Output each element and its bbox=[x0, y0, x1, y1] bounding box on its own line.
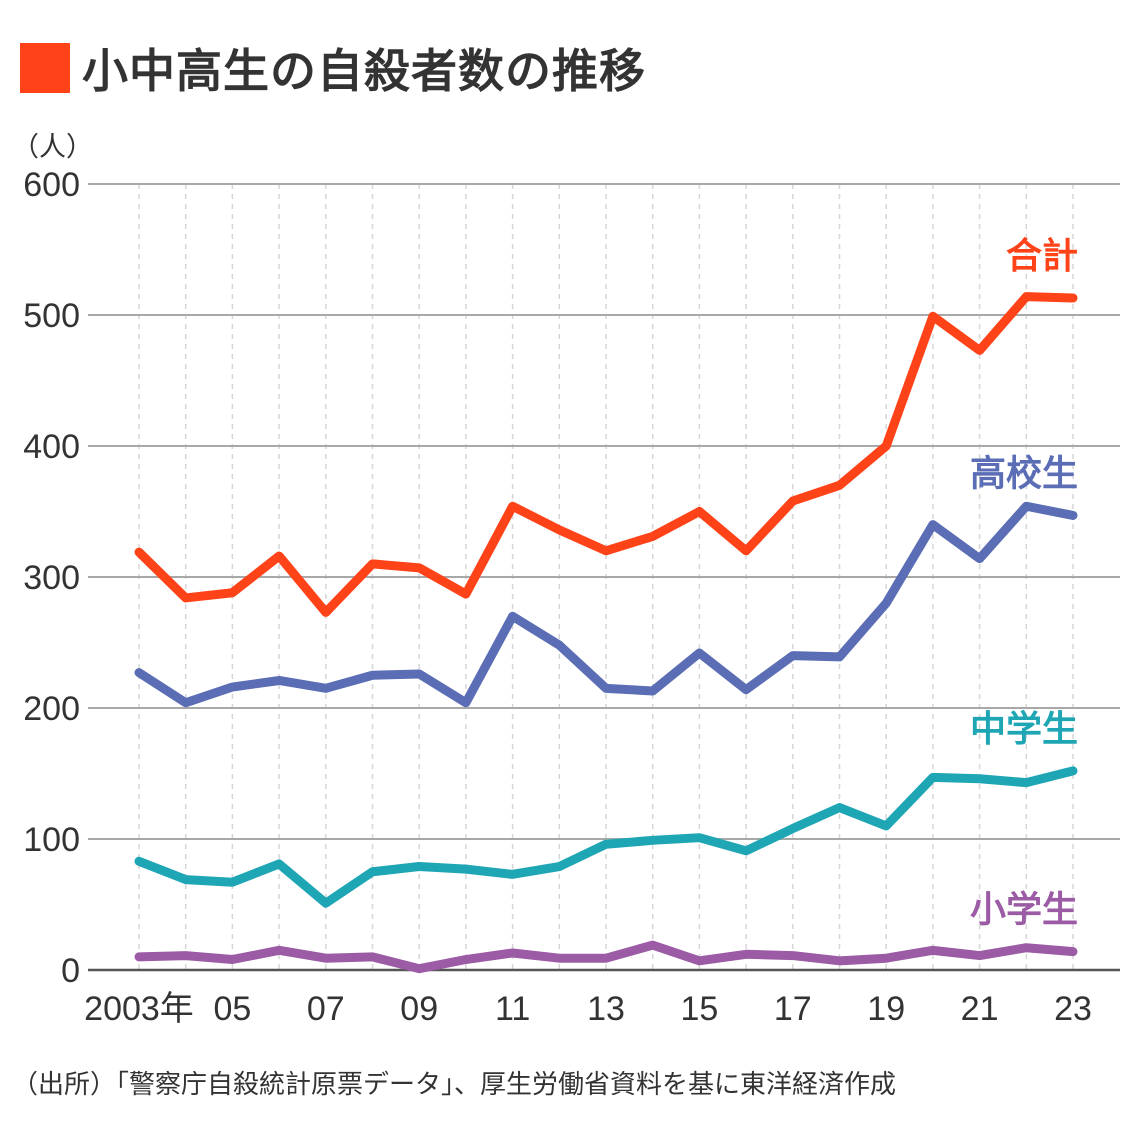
title-marker bbox=[20, 43, 70, 93]
series-line bbox=[134, 766, 1078, 908]
series-line bbox=[134, 292, 1078, 617]
title-text: 小中高生の自殺者数の推移 bbox=[82, 44, 646, 98]
series-line bbox=[134, 501, 1078, 708]
y-axis-label: （人） bbox=[12, 132, 93, 163]
x-tick-label: 11 bbox=[495, 990, 530, 1028]
x-tick-label: 09 bbox=[400, 990, 438, 1028]
chart-title: 小中高生の自殺者数の推移 bbox=[20, 38, 646, 98]
x-tick-label: 07 bbox=[307, 990, 345, 1028]
series-line bbox=[134, 940, 1078, 974]
x-tick-label: 13 bbox=[587, 990, 625, 1028]
series-label: 中学生 bbox=[970, 708, 1078, 750]
series-label: 合計 bbox=[1006, 236, 1078, 277]
x-tick-label: 05 bbox=[213, 990, 251, 1028]
series-label: 小学生 bbox=[970, 889, 1078, 931]
line-chart: 0 100 200 300 400 500 600（人） 2003年 05 07 09 11 13 15 1… bbox=[12, 132, 1120, 1028]
x-tick-label: 2003年 bbox=[84, 990, 194, 1028]
y-tick-label: 200 bbox=[23, 690, 80, 728]
x-tick-label: 15 bbox=[680, 990, 718, 1028]
x-tick-label: 17 bbox=[774, 990, 812, 1028]
series-label: 高校生 bbox=[970, 453, 1078, 494]
y-tick-label: 100 bbox=[23, 821, 80, 859]
x-tick-label: 23 bbox=[1054, 990, 1092, 1028]
y-tick-label: 300 bbox=[23, 559, 80, 597]
y-tick-label: 600 bbox=[23, 166, 80, 204]
y-tick-label: 500 bbox=[23, 297, 80, 335]
y-tick-label: 400 bbox=[23, 428, 80, 466]
x-tick-label: 19 bbox=[867, 990, 905, 1028]
source-note: （出所）「警察庁自殺統計原票データ」、厚生労働省資料を基に東洋経済作成 bbox=[12, 1070, 897, 1100]
y-tick-label: 0 bbox=[61, 952, 80, 990]
x-tick-label: 21 bbox=[961, 990, 999, 1028]
